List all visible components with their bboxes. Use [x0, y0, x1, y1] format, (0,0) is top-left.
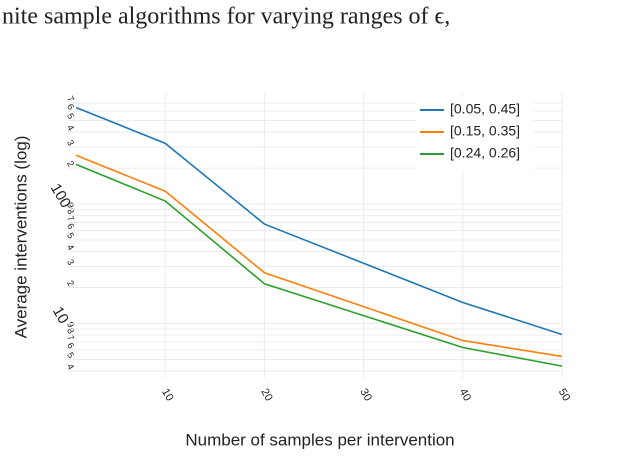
y-tick-label: 7 — [65, 94, 76, 103]
y-tick-label: 7 — [65, 333, 76, 342]
x-tick-label: 10 — [159, 387, 176, 404]
y-tick-label: 8 — [65, 326, 76, 335]
line — [75, 163, 563, 367]
y-tick-label: 3 — [65, 138, 76, 147]
y-tick-label: 6 — [65, 222, 76, 231]
x-tick-label: 50 — [556, 387, 573, 404]
y-tick-label: 6 — [65, 341, 76, 350]
y-tick-label: 7 — [65, 214, 76, 223]
y-tick-label: 3 — [65, 258, 76, 267]
line — [75, 106, 563, 336]
y-tick-label: 4 — [65, 123, 76, 132]
legend-label: [0.15, 0.35] — [450, 123, 520, 139]
legend-label: [0.05, 0.45] — [450, 101, 520, 117]
x-tick-label: 40 — [457, 387, 474, 404]
y-tick-label: 5 — [65, 112, 76, 121]
x-tick-label: 30 — [357, 387, 374, 404]
x-tick-label: 20 — [258, 387, 275, 404]
y-tick-label: 9 — [65, 320, 76, 329]
x-axis-label: Number of samples per intervention — [185, 430, 454, 449]
legend-label: [0.24, 0.26] — [450, 145, 520, 161]
line — [75, 154, 563, 358]
y-tick-label: 10 — [49, 304, 72, 327]
y-tick-label: 5 — [65, 231, 76, 240]
y-tick-label: 2 — [65, 279, 76, 288]
y-tick-label: 5 — [65, 351, 76, 360]
caption: nite sample algorithms for varying range… — [2, 4, 450, 30]
y-tick-label: 9 — [65, 201, 76, 210]
y-tick-label: 4 — [65, 362, 76, 371]
y-tick-label: 4 — [65, 243, 76, 252]
y-tick-label: 6 — [65, 102, 76, 111]
y-axis-label: Average interventions (log) — [11, 136, 30, 339]
y-tick-label: 2 — [65, 159, 76, 168]
y-tick-label: 8 — [65, 207, 76, 216]
